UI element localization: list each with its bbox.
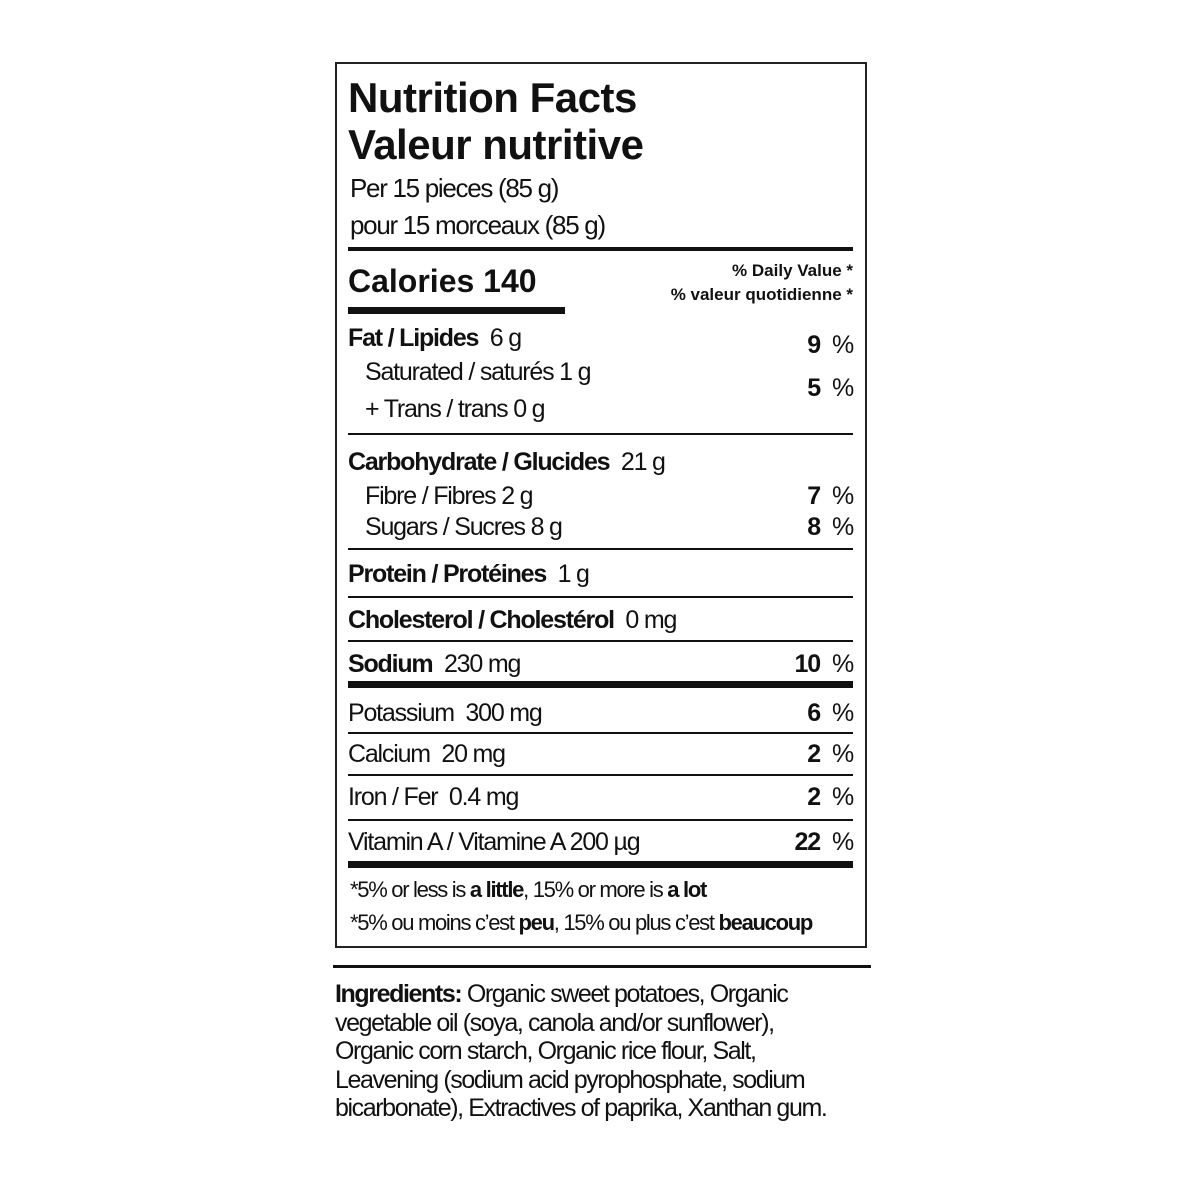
ingredients-heading: Ingredients: <box>335 980 463 1008</box>
divider <box>348 433 853 435</box>
divider <box>348 774 853 776</box>
row-sodium: Sodium 230 mg 10% <box>348 650 854 678</box>
divider <box>348 596 853 598</box>
divider <box>348 819 853 821</box>
divider <box>348 247 853 251</box>
row-protein: Protein / Protéines 1 g <box>348 560 590 588</box>
nutrition-facts-box <box>335 62 867 948</box>
row-calcium: Calcium 20 mg 2% <box>348 740 854 768</box>
daily-value-fr: % valeur quotidienne * <box>670 285 853 304</box>
divider <box>348 861 853 868</box>
row-saturated: Saturated / saturés 1 g 5% <box>365 358 854 402</box>
row-cholesterol: Cholesterol / Cholestérol 0 mg <box>348 606 677 634</box>
serving-fr: pour 15 morceaux (85 g) <box>350 210 606 240</box>
title-fr: Valeur nutritive <box>348 121 644 168</box>
ingredients-text: Ingredients: Organic sweet potatoes, Org… <box>335 980 828 1122</box>
divider <box>348 732 853 734</box>
row-trans: + Trans / trans 0 g <box>365 395 546 423</box>
serving-en: Per 15 pieces (85 g) <box>350 173 559 203</box>
divider <box>348 640 853 642</box>
divider <box>348 548 853 550</box>
row-sugars: Sugars / Sucres 8 g 8% <box>365 513 854 541</box>
row-iron: Iron / Fer 0.4 mg 2% <box>348 783 854 811</box>
title-en: Nutrition Facts <box>348 74 637 121</box>
row-potassium: Potassium 300 mg 6% <box>348 699 854 727</box>
ingredients-divider <box>333 965 871 968</box>
daily-value-en: % Daily Value * <box>732 261 853 280</box>
divider <box>348 681 853 688</box>
row-fibre: Fibre / Fibres 2 g 7% <box>365 482 854 510</box>
row-fat: Fat / Lipides 6 g 9% <box>348 324 854 359</box>
calories-bar <box>348 307 565 314</box>
footnote-fr: *5% ou moins c’est peu, 15% ou plus c’es… <box>350 910 813 935</box>
row-carbohydrate: Carbohydrate / Glucides 21 g <box>348 448 666 476</box>
footnote-en: *5% or less is a little, 15% or more is … <box>350 877 707 902</box>
calories: Calories 140 <box>348 263 537 299</box>
row-vitamin-a: Vitamin A / Vitamine A 200 µg 22% <box>348 828 854 856</box>
